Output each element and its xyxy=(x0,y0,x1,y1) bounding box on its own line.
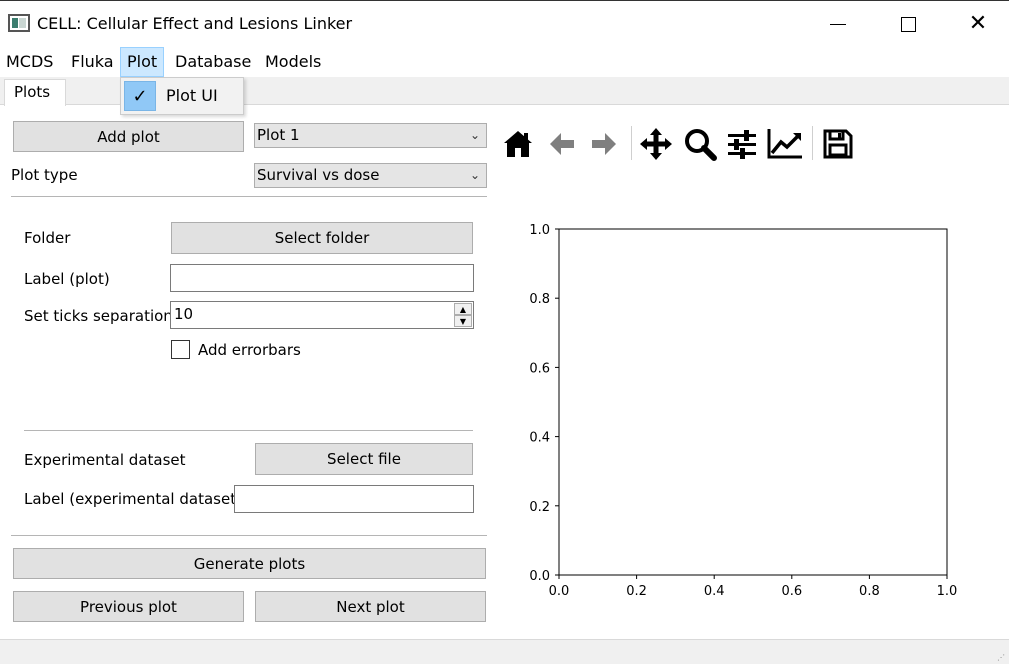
ticks-separation-spinbox[interactable]: 10 ▲ ▼ xyxy=(170,301,474,329)
chevron-down-icon: ⌄ xyxy=(469,128,480,142)
back-button[interactable] xyxy=(543,125,581,163)
menu-item-plot-ui[interactable]: ✓ Plot UI xyxy=(124,81,240,111)
maximize-icon xyxy=(900,16,916,32)
save-icon xyxy=(823,129,853,159)
divider xyxy=(11,535,487,536)
home-button[interactable] xyxy=(499,125,537,163)
chevron-down-icon: ⌄ xyxy=(469,168,480,182)
close-button[interactable]: ✕ xyxy=(955,9,1001,39)
zoom-icon xyxy=(685,129,717,161)
label-plot-input[interactable] xyxy=(170,264,474,292)
pan-button[interactable] xyxy=(637,125,675,163)
plot-select-value: Plot 1 xyxy=(257,126,300,144)
minimize-button[interactable] xyxy=(815,9,861,39)
toolbar-separator xyxy=(631,126,632,160)
select-file-button[interactable]: Select file xyxy=(255,443,473,475)
forward-icon xyxy=(592,133,616,155)
close-icon: ✕ xyxy=(968,11,988,36)
zoom-button[interactable] xyxy=(681,125,719,163)
y-tick-label: 0.4 xyxy=(529,431,550,446)
check-icon: ✓ xyxy=(124,81,156,111)
menu-bar: MCDS Fluka Plot Database Models xyxy=(0,47,1009,77)
menu-models[interactable]: Models xyxy=(265,52,322,71)
previous-plot-button[interactable]: Previous plot xyxy=(13,591,244,622)
app-icon xyxy=(8,14,30,32)
spin-down-button[interactable]: ▼ xyxy=(454,315,472,327)
y-tick-label: 0.8 xyxy=(529,292,550,307)
plot-canvas[interactable]: 0.0 0.2 0.4 0.6 0.8 1.0 0.0 0.2 0.4 0.6 0.8 1.0 xyxy=(510,211,980,611)
back-icon xyxy=(550,133,574,155)
x-tick-label: 0.2 xyxy=(626,584,647,599)
errorbars-label: Add errorbars xyxy=(198,341,301,359)
y-tick-label: 0.2 xyxy=(529,500,550,515)
label-plot-label: Label (plot) xyxy=(24,270,110,288)
divider xyxy=(11,196,487,197)
x-tick-label: 0.4 xyxy=(704,584,725,599)
edit-axis-button[interactable] xyxy=(766,125,804,163)
pan-icon xyxy=(640,128,672,160)
next-plot-button[interactable]: Next plot xyxy=(255,591,486,622)
menu-mcds[interactable]: MCDS xyxy=(6,52,54,71)
spin-buttons: ▲ ▼ xyxy=(454,303,472,327)
ticks-separation-label: Set ticks separation xyxy=(24,307,173,325)
menu-database[interactable]: Database xyxy=(175,52,252,71)
axes-frame xyxy=(558,228,948,576)
status-bar: ⋰ xyxy=(0,639,1009,664)
save-button[interactable] xyxy=(819,125,857,163)
home-icon xyxy=(504,131,532,157)
maximize-button[interactable] xyxy=(885,9,931,39)
divider xyxy=(24,430,473,431)
configure-subplots-button[interactable] xyxy=(723,125,761,163)
plot-type-value: Survival vs dose xyxy=(257,166,380,184)
ticks-separation-value: 10 xyxy=(174,305,194,323)
edit-axis-icon xyxy=(767,129,802,159)
errorbars-checkbox[interactable] xyxy=(171,340,190,359)
x-tick-label: 0.0 xyxy=(549,584,570,599)
forward-button[interactable] xyxy=(585,125,623,163)
toolbar-separator xyxy=(812,126,813,160)
select-folder-button[interactable]: Select folder xyxy=(171,222,473,254)
title-bar: CELL: Cellular Effect and Lesions Linker… xyxy=(0,1,1009,47)
menu-item-plot-ui-label: Plot UI xyxy=(166,86,218,105)
plot-select[interactable]: Plot 1 ⌄ xyxy=(254,123,487,148)
configure-subplots-icon xyxy=(728,130,756,159)
y-tick-label: 0.0 xyxy=(529,569,550,584)
x-tick-label: 0.6 xyxy=(781,584,802,599)
label-experimental-label: Label (experimental dataset) xyxy=(24,490,242,508)
experimental-dataset-label: Experimental dataset xyxy=(24,451,186,469)
add-plot-button[interactable]: Add plot xyxy=(13,121,244,152)
resize-grip-icon[interactable]: ⋰ xyxy=(997,653,1005,662)
y-tick-label: 0.6 xyxy=(529,361,550,376)
y-tick-label: 1.0 xyxy=(529,223,550,238)
plot-menu-dropdown: ✓ Plot UI xyxy=(120,77,244,115)
tab-plots[interactable]: Plots xyxy=(4,79,66,106)
folder-label: Folder xyxy=(24,229,71,247)
label-experimental-input[interactable] xyxy=(234,485,474,513)
menu-plot[interactable]: Plot xyxy=(120,47,165,77)
window-title: CELL: Cellular Effect and Lesions Linker xyxy=(37,14,353,33)
menu-fluka[interactable]: Fluka xyxy=(71,52,114,71)
x-tick-label: 1.0 xyxy=(937,584,958,599)
plot-type-label: Plot type xyxy=(11,166,78,184)
x-tick-label: 0.8 xyxy=(859,584,880,599)
minimize-icon xyxy=(830,23,846,25)
plot-type-select[interactable]: Survival vs dose ⌄ xyxy=(254,163,487,188)
spin-up-button[interactable]: ▲ xyxy=(454,303,472,315)
generate-plots-button[interactable]: Generate plots xyxy=(13,548,486,579)
